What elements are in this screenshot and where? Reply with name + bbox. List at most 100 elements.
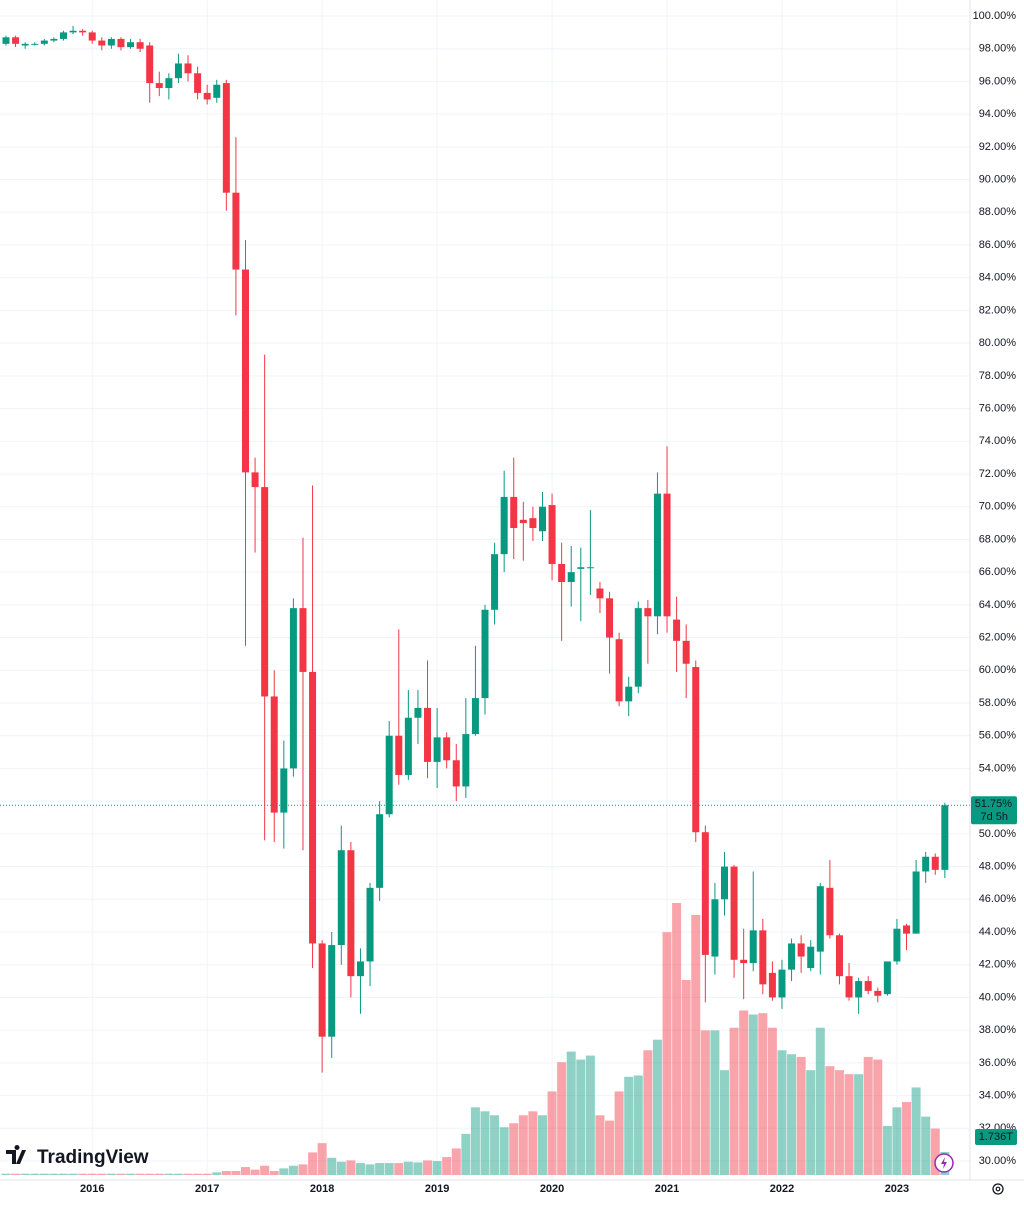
volume-bar bbox=[806, 1070, 816, 1175]
volume-bar bbox=[375, 1163, 385, 1175]
volume-bar bbox=[97, 1173, 107, 1175]
candle-body bbox=[538, 506, 546, 532]
y-tick-label: 86.00% bbox=[979, 239, 1017, 251]
volume-bar bbox=[279, 1168, 289, 1175]
volume-bar bbox=[863, 1056, 873, 1175]
candle-body bbox=[692, 667, 700, 833]
candle-body bbox=[385, 735, 393, 815]
candles bbox=[0, 25, 970, 1073]
y-tick-label: 56.00% bbox=[979, 730, 1017, 742]
volume-bar bbox=[403, 1161, 413, 1175]
volume-bar bbox=[873, 1059, 883, 1175]
settings-button[interactable] bbox=[992, 1183, 1004, 1195]
candle-body bbox=[721, 866, 728, 900]
volume-bar bbox=[49, 1173, 59, 1175]
volume-bar bbox=[423, 1160, 433, 1175]
candle-body bbox=[634, 608, 642, 687]
candle-body bbox=[280, 768, 288, 813]
volume-bar bbox=[126, 1173, 136, 1175]
x-tick-label: 2017 bbox=[195, 1183, 219, 1195]
y-tick-label: 40.00% bbox=[979, 991, 1017, 1003]
candle-body bbox=[462, 734, 470, 787]
candle-body bbox=[289, 608, 297, 769]
y-tick-label: 54.00% bbox=[979, 762, 1017, 774]
candle-body bbox=[749, 930, 757, 964]
candle-body bbox=[615, 639, 623, 702]
y-tick-label: 88.00% bbox=[979, 206, 1017, 218]
candle-body bbox=[79, 30, 87, 33]
volume-bar bbox=[164, 1173, 174, 1175]
volume-bar bbox=[652, 1039, 662, 1175]
candle-body bbox=[347, 850, 355, 977]
last-price-label: 51.75% bbox=[975, 798, 1013, 810]
candle-body bbox=[778, 969, 786, 998]
candle-body bbox=[510, 496, 518, 528]
volume-bar bbox=[384, 1163, 394, 1175]
candle-body bbox=[471, 698, 479, 735]
candle-body bbox=[586, 567, 594, 569]
volume-bar bbox=[212, 1172, 222, 1175]
volume-bar bbox=[116, 1173, 126, 1175]
candle-body bbox=[251, 472, 259, 488]
candle-body bbox=[529, 518, 537, 528]
candle-body bbox=[855, 981, 863, 998]
volume-bar bbox=[518, 1115, 528, 1175]
settings-center[interactable] bbox=[995, 1186, 1001, 1192]
y-tick-label: 98.00% bbox=[979, 43, 1017, 55]
volume-bar bbox=[643, 1050, 653, 1175]
volume-bar bbox=[317, 1143, 327, 1175]
candle-body bbox=[203, 92, 211, 100]
lightning-icon[interactable] bbox=[941, 1157, 947, 1169]
volume-bar bbox=[796, 1056, 806, 1175]
y-tick-label: 70.00% bbox=[979, 501, 1017, 513]
volume-bar bbox=[882, 1125, 892, 1175]
volume-bar bbox=[537, 1115, 547, 1175]
volume-bar bbox=[202, 1173, 212, 1175]
candle-body bbox=[21, 43, 29, 46]
candle-body bbox=[328, 945, 336, 1037]
candle-body bbox=[452, 760, 460, 787]
y-tick-label: 94.00% bbox=[979, 108, 1017, 120]
volume-bar bbox=[269, 1171, 279, 1175]
candle-body bbox=[356, 961, 364, 977]
candle-body bbox=[318, 943, 326, 1037]
y-tick-label: 84.00% bbox=[979, 272, 1017, 284]
volume-bar bbox=[461, 1133, 471, 1175]
y-tick-label: 72.00% bbox=[979, 468, 1017, 480]
volume-label: 1.736T bbox=[979, 1131, 1014, 1143]
axes: 30.00%32.00%34.00%36.00%38.00%40.00%42.0… bbox=[80, 10, 1017, 1195]
volume-bar bbox=[700, 1030, 710, 1175]
candle-body bbox=[491, 554, 499, 610]
volume-bar bbox=[844, 1074, 854, 1175]
volume-bar bbox=[106, 1173, 116, 1175]
candle-body bbox=[146, 45, 154, 84]
lightning-button[interactable] bbox=[934, 1153, 954, 1173]
candle-body bbox=[577, 567, 585, 569]
x-tick-label: 2020 bbox=[540, 1183, 564, 1195]
y-tick-label: 58.00% bbox=[979, 697, 1017, 709]
candle-body bbox=[40, 40, 48, 44]
volume-bar bbox=[135, 1173, 145, 1175]
volume-bar bbox=[710, 1030, 720, 1175]
y-tick-label: 76.00% bbox=[979, 402, 1017, 414]
volume-bar bbox=[250, 1169, 260, 1175]
volume-bar bbox=[767, 1027, 777, 1175]
volume-bar bbox=[672, 903, 682, 1175]
volume-bar bbox=[758, 1013, 768, 1175]
volume-bar bbox=[691, 914, 701, 1175]
candle-body bbox=[242, 269, 249, 473]
volume-bar bbox=[624, 1076, 634, 1175]
y-tick-label: 80.00% bbox=[979, 337, 1017, 349]
volume-bar bbox=[308, 1152, 318, 1175]
settings-gear[interactable] bbox=[992, 1183, 1004, 1195]
y-tick-label: 64.00% bbox=[979, 599, 1017, 611]
candle-body bbox=[376, 814, 384, 888]
volume-bar bbox=[787, 1054, 797, 1175]
candle-body bbox=[625, 686, 633, 702]
candle-body bbox=[768, 972, 776, 998]
candle-body bbox=[117, 38, 125, 48]
volume-bar bbox=[30, 1173, 40, 1175]
volume-bar bbox=[595, 1115, 605, 1175]
candle-body bbox=[337, 850, 345, 946]
